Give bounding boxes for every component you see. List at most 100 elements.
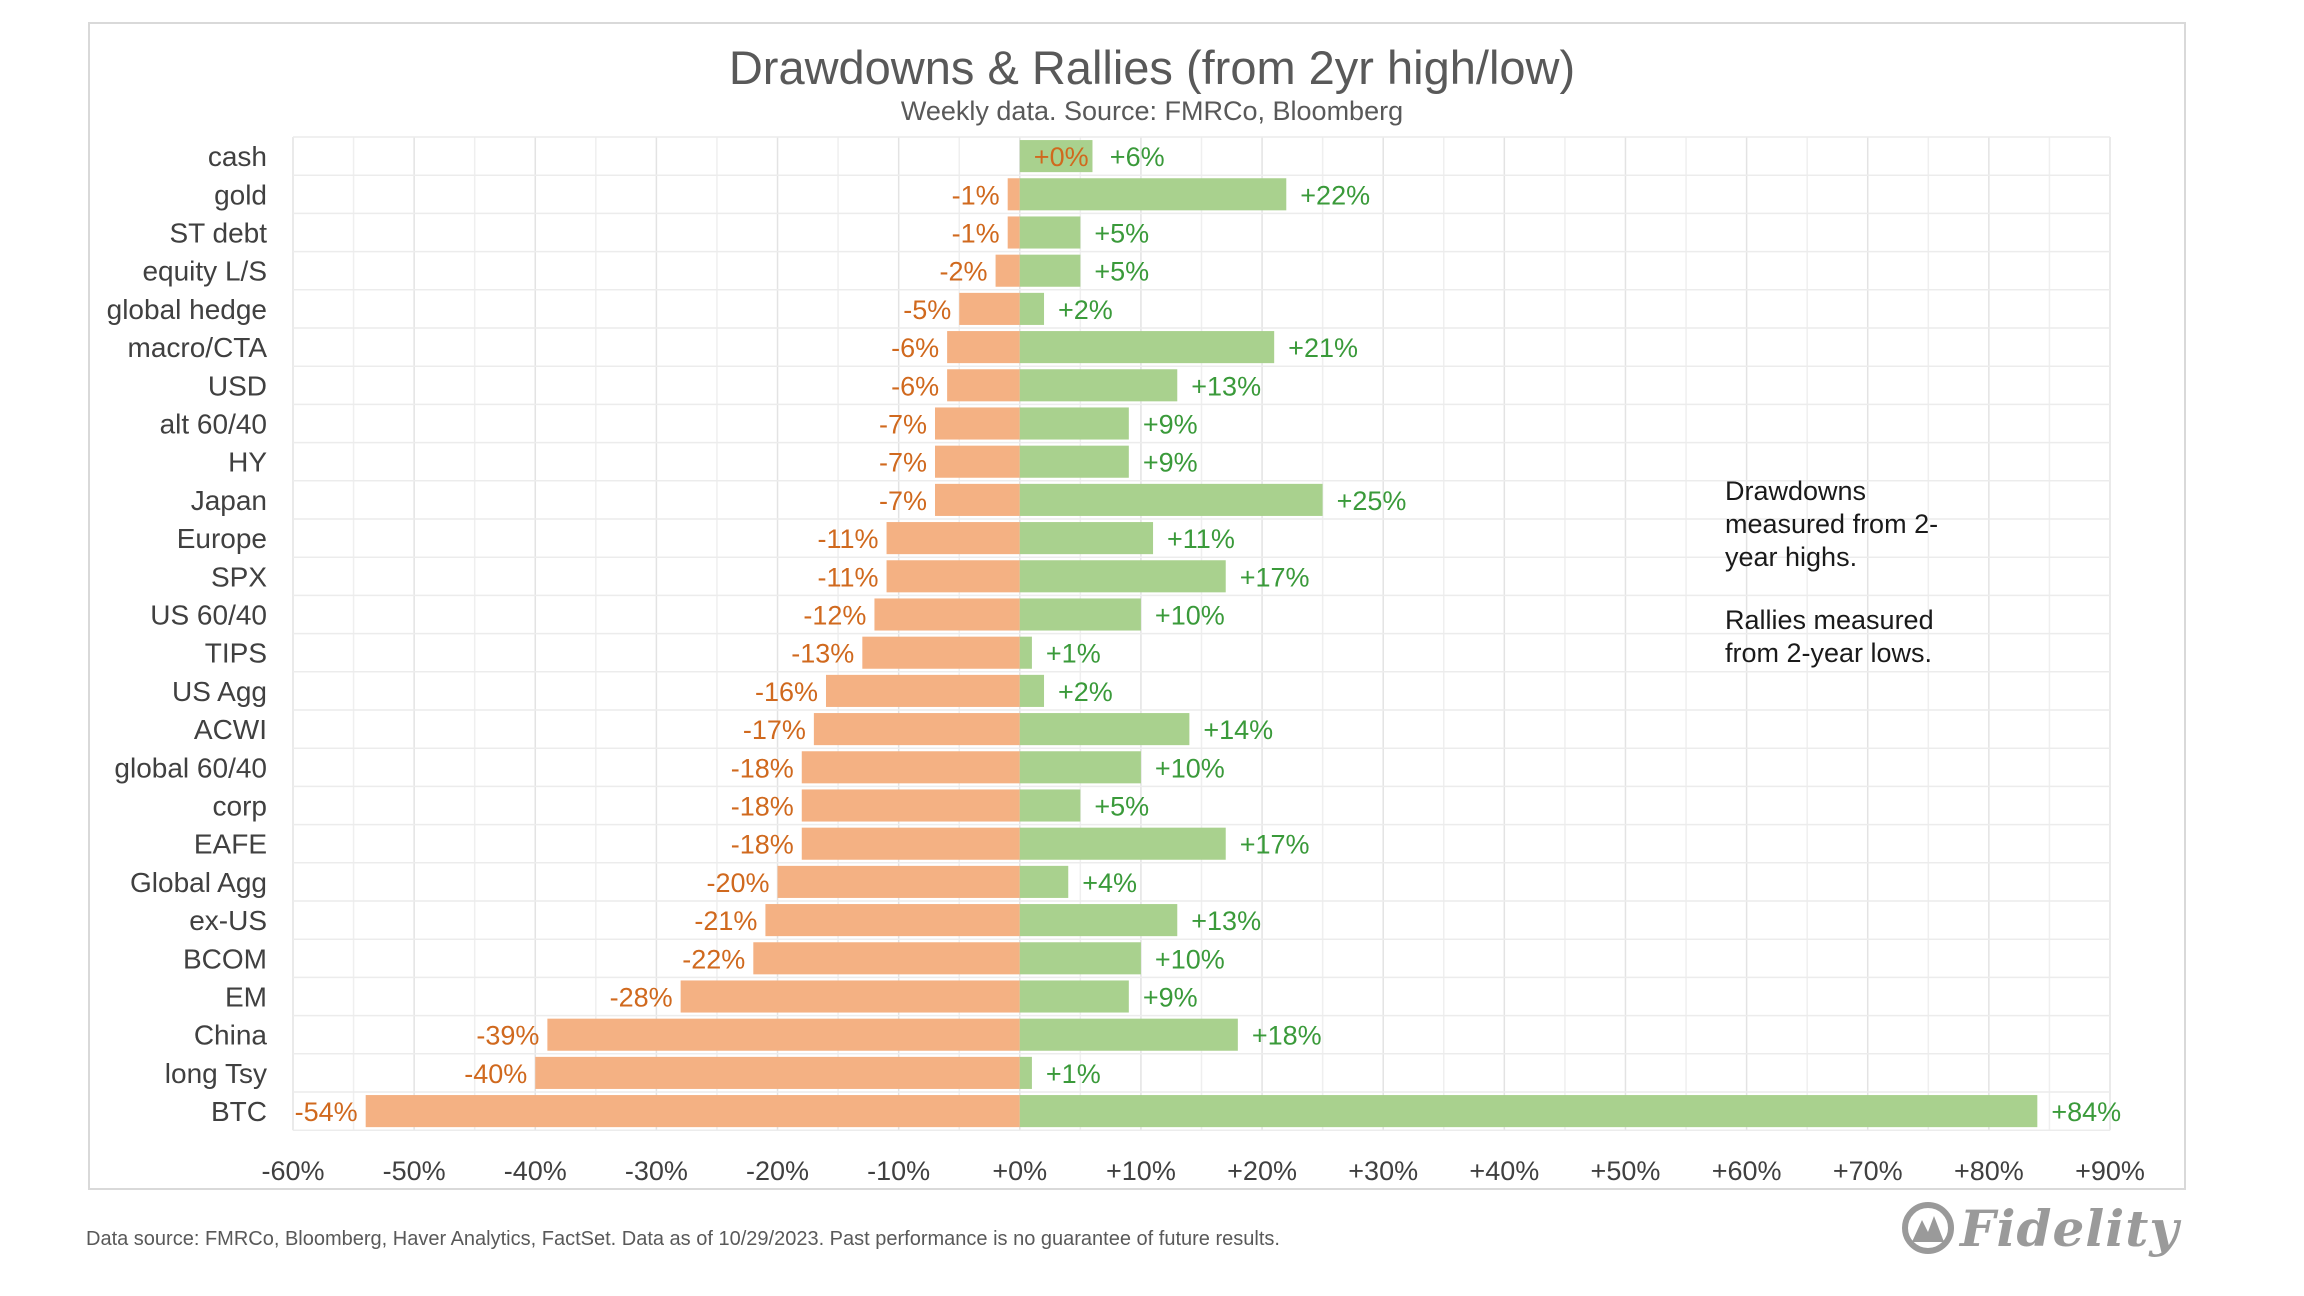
rally-bar bbox=[1019, 254, 1081, 287]
rally-bar bbox=[1019, 865, 1069, 898]
chart-subtitle: Weekly data. Source: FMRCo, Bloomberg bbox=[900, 96, 1404, 126]
drawdown-bar bbox=[935, 445, 1020, 478]
rally-bar bbox=[1019, 904, 1178, 937]
x-tick-label: -50% bbox=[383, 1156, 446, 1186]
grid-layer bbox=[292, 136, 2111, 1131]
logo-mark-icon bbox=[1902, 1202, 1954, 1254]
drawdown-bar bbox=[1007, 216, 1020, 249]
rally-bar bbox=[1019, 713, 1190, 746]
drawdown-bar bbox=[1007, 178, 1020, 211]
rally-label: +10% bbox=[1155, 601, 1225, 631]
rally-label: +14% bbox=[1203, 715, 1273, 745]
x-tick-label: +90% bbox=[2075, 1156, 2145, 1186]
drawdown-bar bbox=[801, 751, 1020, 784]
rally-label: +5% bbox=[1094, 257, 1149, 287]
drawdown-bar bbox=[995, 254, 1020, 287]
drawdown-bar bbox=[959, 292, 1020, 325]
rally-bar bbox=[1019, 827, 1226, 860]
rally-label: +18% bbox=[1252, 1021, 1322, 1051]
rally-bar bbox=[1019, 140, 1093, 173]
drawdown-bar bbox=[947, 369, 1020, 402]
drawdown-bar bbox=[862, 636, 1020, 669]
drawdown-bar bbox=[935, 483, 1020, 516]
rally-bar bbox=[1019, 751, 1141, 784]
rally-label: +17% bbox=[1240, 830, 1310, 860]
fidelity-logo: Fidelity bbox=[1902, 1198, 2179, 1258]
x-tick-label: +40% bbox=[1469, 1156, 1539, 1186]
drawdown-bar bbox=[813, 713, 1020, 746]
drawdown-bar bbox=[753, 942, 1020, 975]
rally-bar bbox=[1019, 598, 1141, 631]
rally-bar bbox=[1019, 980, 1129, 1013]
rally-bar bbox=[1019, 789, 1081, 822]
x-tick-label: +60% bbox=[1712, 1156, 1782, 1186]
category-label: gold bbox=[214, 179, 267, 210]
drawdown-label: -6% bbox=[891, 371, 939, 401]
rally-label: +9% bbox=[1143, 448, 1198, 478]
drawdown-bar bbox=[547, 1018, 1020, 1051]
drawdown-label: -7% bbox=[879, 486, 927, 516]
drawdown-bar bbox=[765, 904, 1020, 937]
drawdown-bar bbox=[777, 865, 1020, 898]
rally-bar bbox=[1019, 1056, 1032, 1089]
drawdown-bar bbox=[801, 789, 1020, 822]
rally-label: +5% bbox=[1094, 792, 1149, 822]
category-label: SPX bbox=[211, 561, 267, 592]
drawdown-label: -18% bbox=[731, 830, 794, 860]
drawdown-bar bbox=[825, 674, 1020, 707]
drawdown-bar bbox=[680, 980, 1020, 1013]
drawdown-bar bbox=[886, 522, 1020, 555]
rally-bar bbox=[1019, 369, 1178, 402]
rally-bar bbox=[1019, 674, 1045, 707]
rally-label: +9% bbox=[1143, 983, 1198, 1013]
rally-label: +13% bbox=[1191, 371, 1261, 401]
drawdown-label: -11% bbox=[818, 524, 879, 554]
rally-bar bbox=[1019, 178, 1287, 211]
category-label: Global Agg bbox=[130, 867, 267, 898]
category-label: ex-US bbox=[189, 905, 267, 936]
drawdown-label: -20% bbox=[707, 868, 770, 898]
category-label: ACWI bbox=[194, 714, 267, 745]
rally-label: +4% bbox=[1082, 868, 1137, 898]
rally-bar bbox=[1019, 407, 1129, 440]
x-tick-label: -40% bbox=[504, 1156, 567, 1186]
footer-source-note: Data source: FMRCo, Bloomberg, Haver Ana… bbox=[86, 1228, 1280, 1250]
rally-bar bbox=[1019, 942, 1141, 975]
drawdown-label: -18% bbox=[731, 792, 794, 822]
drawdown-bar bbox=[886, 560, 1020, 593]
category-label: cash bbox=[208, 141, 267, 172]
drawdown-bar bbox=[935, 407, 1020, 440]
rally-label: +84% bbox=[2051, 1097, 2121, 1127]
category-label: equity L/S bbox=[142, 256, 267, 287]
category-label: BTC bbox=[211, 1096, 267, 1127]
rally-label: +25% bbox=[1337, 486, 1407, 516]
x-tick-label: +70% bbox=[1833, 1156, 1903, 1186]
drawdown-label: -16% bbox=[755, 677, 818, 707]
drawdown-label: -7% bbox=[879, 448, 927, 478]
category-label: Japan bbox=[191, 485, 267, 516]
drawdown-label: -22% bbox=[682, 944, 745, 974]
drawdown-label: -21% bbox=[694, 906, 757, 936]
x-tick-label: -30% bbox=[625, 1156, 688, 1186]
x-tick-label: +30% bbox=[1348, 1156, 1418, 1186]
drawdown-label: -54% bbox=[295, 1097, 358, 1127]
rally-label: +22% bbox=[1300, 180, 1370, 210]
drawdown-label: -28% bbox=[610, 983, 673, 1013]
category-label: ST debt bbox=[169, 218, 267, 249]
drawdown-label: +0% bbox=[1034, 142, 1089, 172]
drawdown-label: -17% bbox=[743, 715, 806, 745]
x-tick-label: +80% bbox=[1954, 1156, 2024, 1186]
rally-label: +1% bbox=[1046, 639, 1101, 669]
rally-label: +10% bbox=[1155, 753, 1225, 783]
drawdown-bar bbox=[365, 1095, 1020, 1128]
rally-bar bbox=[1019, 292, 1045, 325]
rally-label: +17% bbox=[1240, 562, 1310, 592]
drawdown-bar bbox=[535, 1056, 1020, 1089]
drawdown-label: -2% bbox=[940, 257, 988, 287]
category-label: USD bbox=[208, 370, 267, 401]
category-label: corp bbox=[213, 791, 267, 822]
drawdown-label: -6% bbox=[891, 333, 939, 363]
drawdown-label: -5% bbox=[903, 295, 951, 325]
category-label: long Tsy bbox=[165, 1058, 267, 1089]
